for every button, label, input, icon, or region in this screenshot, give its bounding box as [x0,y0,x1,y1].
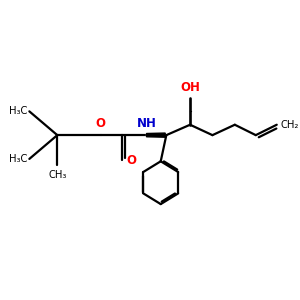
Text: H₃C: H₃C [9,154,27,164]
Text: CH₂: CH₂ [280,120,298,130]
Text: O: O [126,154,136,167]
Text: H₃C: H₃C [9,106,27,116]
Polygon shape [146,133,165,137]
Text: O: O [96,117,106,130]
Text: CH₃: CH₃ [48,170,67,180]
Text: OH: OH [180,81,200,94]
Text: NH: NH [137,117,157,130]
